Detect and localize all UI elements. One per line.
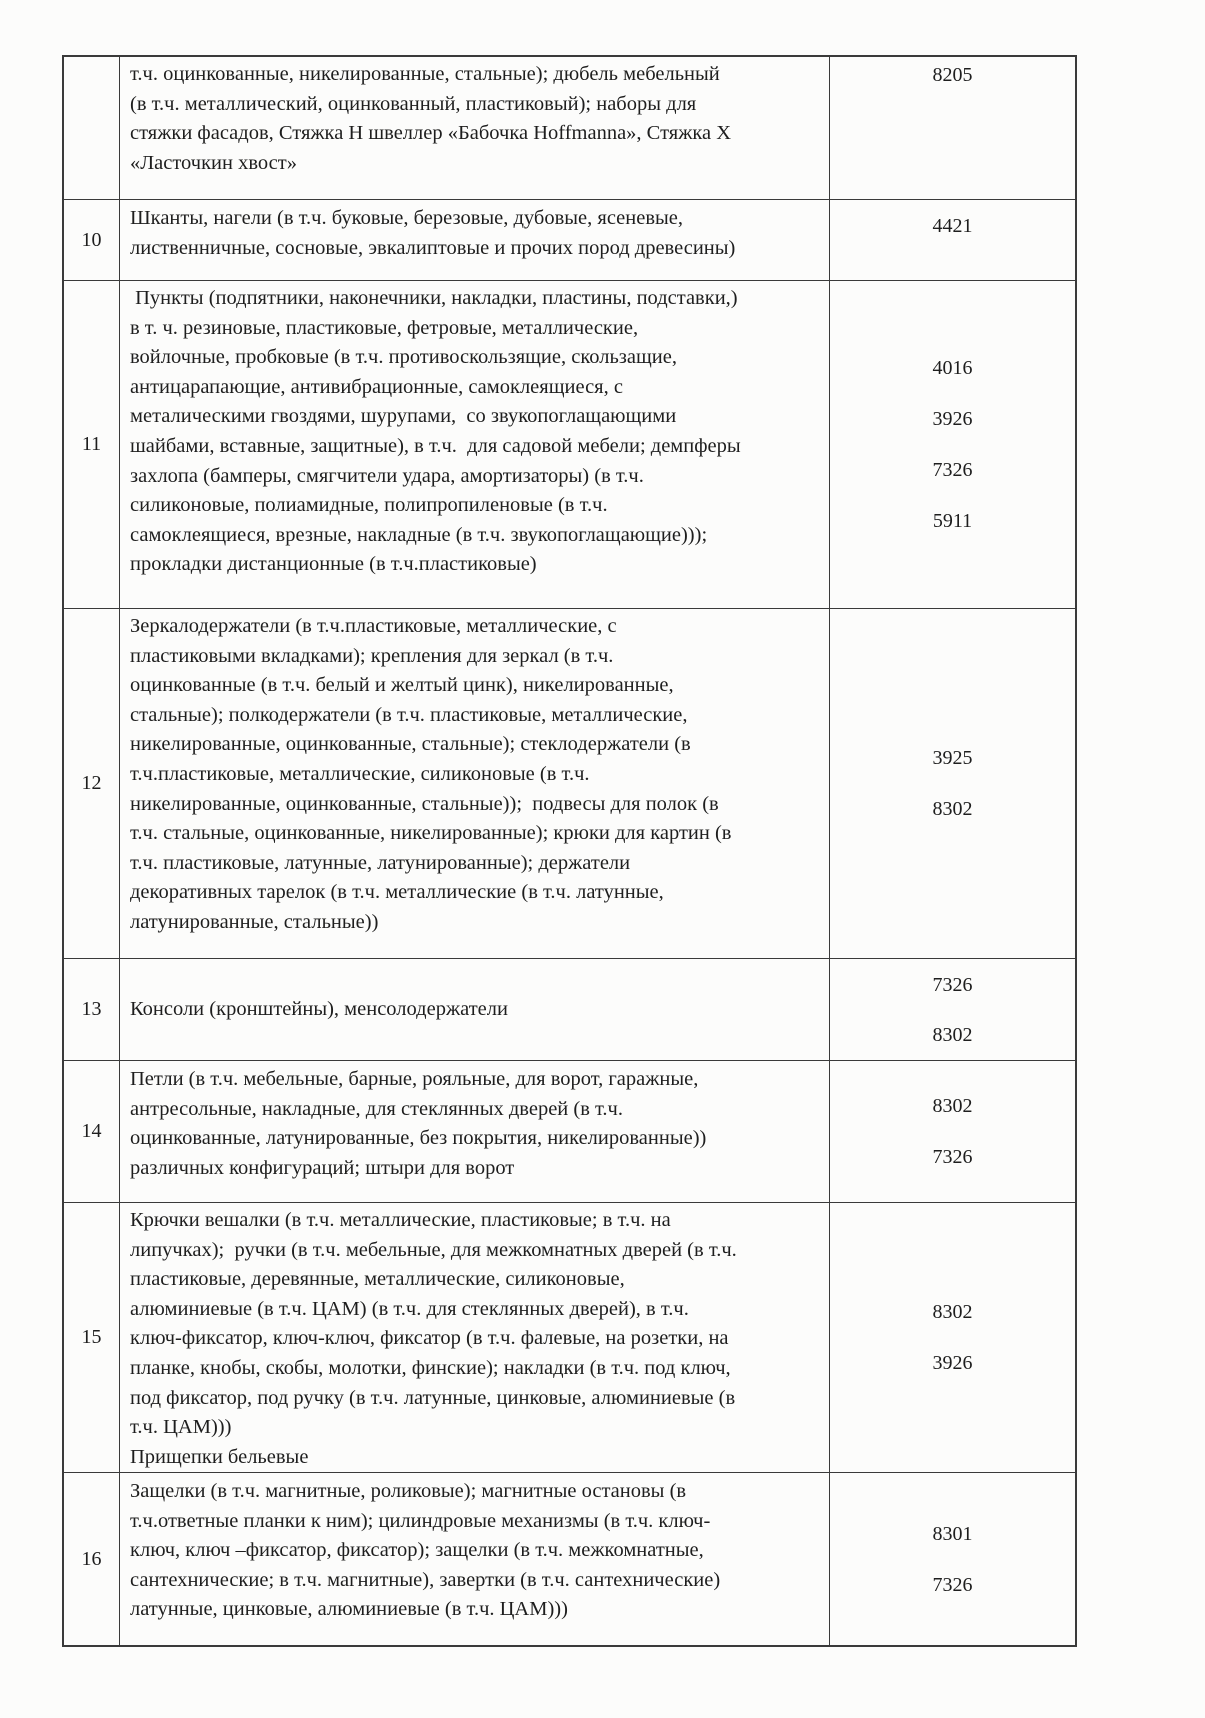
item-description: Консоли (кронштейны), менсолодержатели	[120, 959, 830, 1060]
description-line: в т. ч. резиновые, пластиковые, фетровые…	[130, 316, 639, 339]
row-number: 10	[64, 200, 120, 280]
description-line: металическими гвоздями, шурупами, со зву…	[130, 405, 677, 428]
description-line: силиконовые, полиамидные, полипропиленов…	[130, 494, 608, 517]
table-row: 13 Консоли (кронштейны), менсолодержатели…	[64, 958, 1075, 1060]
tn-ved-codes: 8302 7326	[830, 1061, 1075, 1202]
description-line: никелированные, оцинкованные, стальные);…	[130, 733, 691, 756]
row-number: 14	[64, 1061, 120, 1202]
tn-ved-codes: 8301 7326	[830, 1473, 1075, 1645]
description-line: шайбами, вставные, защитные), в т.ч. для…	[130, 434, 741, 457]
description-line: ключ-фиксатор, ключ-ключ, фиксатор (в т.…	[130, 1327, 729, 1350]
row-number: 13	[64, 959, 120, 1060]
item-description: Шканты, нагели (в т.ч. буковые, березовы…	[120, 200, 830, 280]
description-line: т.ч.пластиковые, металлические, силиконо…	[130, 762, 590, 785]
description-line: Зеркалодержатели (в т.ч.пластиковые, мет…	[130, 615, 617, 637]
tn-ved-code: 3926	[932, 408, 973, 430]
goods-table: т.ч. оцинкованные, никелированные, сталь…	[62, 55, 1077, 1647]
description-line: антицарапающие, антивибрационные, самокл…	[130, 375, 623, 398]
description-line: Петли (в т.ч. мебельные, барные, рояльны…	[130, 1068, 699, 1090]
description-line: Консоли (кронштейны), менсолодержатели	[130, 997, 508, 1020]
tn-ved-code: 7326	[932, 459, 973, 481]
table-row: 14 Петли (в т.ч. мебельные, барные, рояль…	[64, 1060, 1075, 1202]
description-line: Крючки вешалки (в т.ч. металлические, пл…	[130, 1209, 671, 1231]
tn-ved-code: 7326	[932, 1573, 973, 1596]
tn-ved-code: 8205	[932, 64, 973, 86]
description-line: латунные, цинковые, алюминиевые (в т.ч. …	[130, 1598, 568, 1621]
table-row: 11 Пункты (подпятники, наконечники, накл…	[64, 280, 1075, 608]
table-row: 12 Зеркалодержатели (в т.ч.пластиковые, м…	[64, 608, 1075, 958]
tn-ved-code: 7326	[932, 1146, 973, 1168]
tn-ved-codes: 8205	[830, 57, 1075, 199]
description-line: т.ч. пластиковые, латунные, латунированн…	[130, 851, 631, 874]
description-line: ключ, ключ –фиксатор, фиксатор); защелки…	[130, 1539, 704, 1562]
tn-ved-codes: 3925 8302	[830, 609, 1075, 958]
description-line: прокладки дистанционные (в т.ч.пластиков…	[130, 553, 537, 576]
description-line: планке, кнобы, скобы, молотки, финские);…	[130, 1356, 731, 1379]
description-line: «Ласточкин хвост»	[130, 151, 297, 174]
item-description: Защелки (в т.ч. магнитные, роликовые); м…	[120, 1473, 830, 1645]
tn-ved-code: 8301	[932, 1522, 973, 1545]
tn-ved-codes: 8302 3926	[830, 1203, 1075, 1472]
description-line: сантехнические; в т.ч. магнитные), завер…	[130, 1568, 721, 1591]
row-number: 16	[64, 1473, 120, 1645]
description-line: самоклеящиеся, врезные, накладные (в т.ч…	[130, 523, 708, 546]
tn-ved-code: 8302	[932, 1023, 973, 1046]
item-description: Крючки вешалки (в т.ч. металлические, пл…	[120, 1203, 830, 1472]
description-line: различных конфигураций; штыри для ворот	[130, 1156, 515, 1179]
table-row: 16 Защелки (в т.ч. магнитные, роликовые);…	[64, 1472, 1075, 1645]
description-line: латунированные, стальные))	[130, 910, 379, 933]
table-row: т.ч. оцинкованные, никелированные, сталь…	[64, 57, 1075, 199]
item-description: Зеркалодержатели (в т.ч.пластиковые, мет…	[120, 609, 830, 958]
description-line: т.ч. стальные, оцинкованные, никелирован…	[130, 822, 732, 845]
tn-ved-code: 5911	[932, 510, 973, 532]
description-line: т.ч. ЦАМ)))	[130, 1416, 232, 1439]
tn-ved-code: 3926	[932, 1352, 973, 1374]
description-line: т.ч. оцинкованные, никелированные, сталь…	[130, 63, 720, 85]
tn-ved-code: 8302	[932, 1095, 973, 1117]
description-line: стальные); полкодержатели (в т.ч. пласти…	[130, 703, 688, 726]
description-line: Пункты (подпятники, наконечники, накладк…	[130, 287, 738, 309]
description-line: Защелки (в т.ч. магнитные, роликовые); м…	[130, 1480, 687, 1502]
row-number: 11	[64, 281, 120, 608]
table-row: 10 Шканты, нагели (в т.ч. буковые, березо…	[64, 199, 1075, 280]
tn-ved-code: 4016	[932, 357, 973, 379]
description-line: оцинкованные, латунированные, без покрыт…	[130, 1127, 707, 1150]
item-description: Пункты (подпятники, наконечники, накладк…	[120, 281, 830, 608]
description-line: антресольные, накладные, для стеклянных …	[130, 1097, 623, 1120]
tn-ved-codes: 4016 3926 7326 5911	[830, 281, 1075, 608]
description-line: пластиковые, деревянные, металлические, …	[130, 1268, 625, 1291]
tn-ved-code: 3925	[932, 747, 973, 769]
tn-ved-code: 7326	[932, 973, 973, 996]
tn-ved-code: 8302	[932, 1301, 973, 1323]
description-line: никелированные, оцинкованные, стальные))…	[130, 792, 719, 815]
description-line: Прищепки бельевые	[130, 1445, 309, 1468]
tn-ved-code: 4421	[932, 215, 973, 237]
row-number: 15	[64, 1203, 120, 1472]
item-description: Петли (в т.ч. мебельные, барные, рояльны…	[120, 1061, 830, 1202]
description-line: стяжки фасадов, Стяжка Н швеллер «Бабочк…	[130, 122, 732, 145]
description-line: пластиковыми вкладками); крепления для з…	[130, 644, 614, 667]
description-line: оцинкованные (в т.ч. белый и желтый цинк…	[130, 674, 674, 697]
description-line: т.ч.ответные планки к ним); цилиндровые …	[130, 1509, 711, 1532]
tn-ved-code: 8302	[932, 798, 973, 820]
row-number	[64, 57, 120, 199]
description-line: захлопа (бамперы, смягчители удара, амор…	[130, 464, 644, 487]
description-line: Шканты, нагели (в т.ч. буковые, березовы…	[130, 207, 684, 229]
row-number: 12	[64, 609, 120, 958]
description-line: (в т.ч. металлический, оцинкованный, пла…	[130, 92, 697, 115]
description-line: войлочные, пробковые (в т.ч. противоскол…	[130, 346, 677, 369]
description-line: алюминиевые (в т.ч. ЦАМ) (в т.ч. для сте…	[130, 1297, 689, 1320]
description-line: под фиксатор, под ручку (в т.ч. латунные…	[130, 1386, 736, 1409]
table-row: 15 Крючки вешалки (в т.ч. металлические, …	[64, 1202, 1075, 1472]
item-description: т.ч. оцинкованные, никелированные, сталь…	[120, 57, 830, 199]
description-line: липучках); ручки (в т.ч. мебельные, для …	[130, 1238, 737, 1261]
description-line: лиственничные, сосновые, эвкалиптовые и …	[130, 236, 736, 259]
description-line: декоративных тарелок (в т.ч. металлическ…	[130, 881, 664, 904]
tn-ved-codes: 7326 8302	[830, 959, 1075, 1060]
tn-ved-codes: 4421	[830, 200, 1075, 280]
